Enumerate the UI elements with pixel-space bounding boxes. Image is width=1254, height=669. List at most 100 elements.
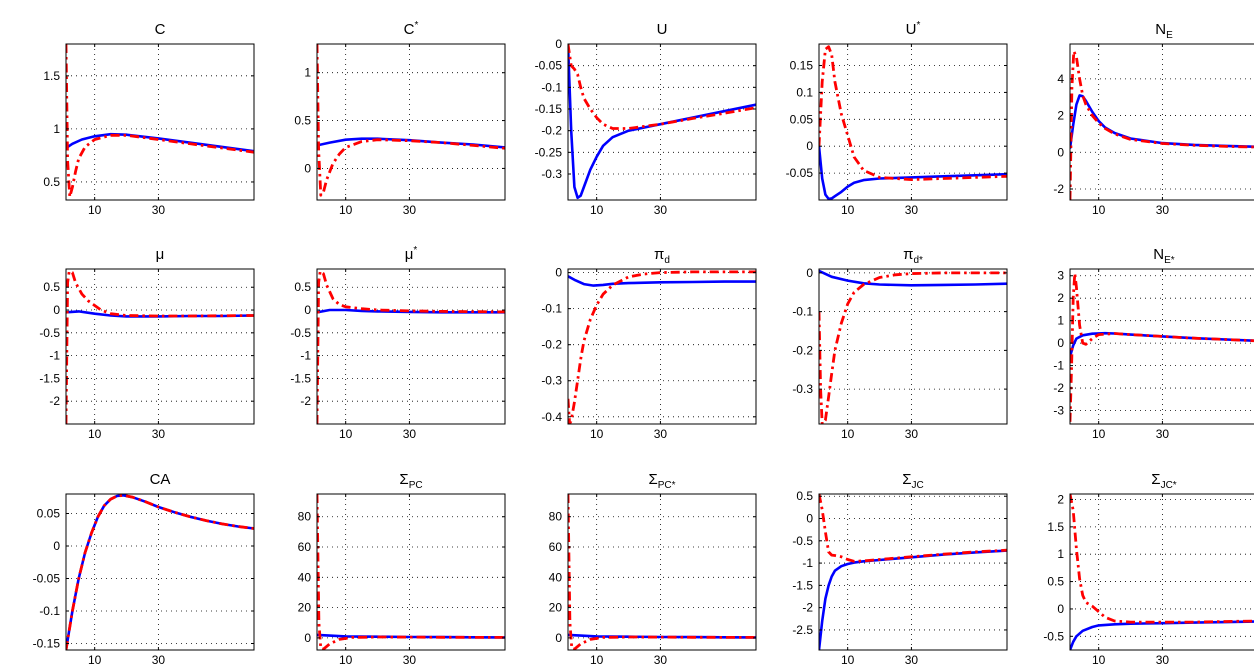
y-tick-label: 0.05 xyxy=(790,112,814,126)
subplot-title: μ xyxy=(156,246,165,263)
y-tick-label: 0 xyxy=(555,631,562,645)
y-tick-label: 4 xyxy=(1057,72,1064,86)
y-tick-label: -1.5 xyxy=(290,371,311,385)
plot-frame xyxy=(818,493,1008,651)
series-line-1 xyxy=(1070,620,1254,650)
y-tick-label: -2 xyxy=(1053,381,1064,395)
subplot-title: C* xyxy=(404,20,419,38)
y-tick-label: 0 xyxy=(1057,602,1064,616)
y-tick-label: -1 xyxy=(802,556,813,570)
y-tick-label: 2 xyxy=(1057,109,1064,123)
x-tick-label: 10 xyxy=(339,427,353,441)
x-tick-label: 30 xyxy=(403,653,417,667)
subplot-title: ΣPC xyxy=(399,471,422,491)
y-tick-label: -0.25 xyxy=(535,145,563,159)
y-tick-label: -0.5 xyxy=(1043,629,1064,643)
series-line-2 xyxy=(66,269,254,424)
x-tick-label: 10 xyxy=(590,427,604,441)
y-tick-label: 1.5 xyxy=(1047,520,1064,534)
subplot-11: 10 30 0.05 0 -0.05 -0.1 -0.15 CA xyxy=(33,471,255,667)
y-tick-label: 20 xyxy=(298,601,312,615)
y-tick-label: 0 xyxy=(304,161,311,175)
subplot-title: ΣJC* xyxy=(1151,471,1177,491)
y-tick-label: 0 xyxy=(555,266,562,280)
subplot-title: πd xyxy=(654,246,670,266)
y-tick-label: -0.3 xyxy=(541,374,562,388)
y-tick-label: 0.5 xyxy=(796,489,813,503)
series-line-2 xyxy=(66,44,254,199)
plot-frame xyxy=(818,43,1008,201)
y-tick-label: -0.1 xyxy=(541,80,562,94)
series-line-1 xyxy=(819,269,1007,287)
y-tick-label: 0 xyxy=(806,266,813,280)
y-tick-label: -0.1 xyxy=(792,305,813,319)
y-tick-label: 0.5 xyxy=(1047,575,1064,589)
series-line-1 xyxy=(568,633,756,639)
x-tick-label: 30 xyxy=(654,653,668,667)
plot-frame xyxy=(567,268,757,425)
series-line-2 xyxy=(1070,494,1254,624)
subplot-5: 10 30 -2 0 2 4 NE xyxy=(1053,21,1254,217)
x-tick-label: 10 xyxy=(88,653,102,667)
y-tick-label: 1 xyxy=(53,122,60,136)
subplot-title: NE* xyxy=(1153,246,1175,266)
y-tick-label: 1 xyxy=(304,66,311,80)
plot-frame xyxy=(567,493,757,651)
x-tick-label: 30 xyxy=(1156,203,1170,217)
series-line-2 xyxy=(819,45,1007,181)
plot-frame xyxy=(316,493,506,651)
series-line-2 xyxy=(819,494,1007,563)
y-tick-label: -0.3 xyxy=(541,167,562,181)
subplot-4: 10 30 0.15 0.1 0.05 0 -0.05 U* xyxy=(786,20,1008,217)
y-tick-label: 60 xyxy=(549,540,563,554)
y-tick-label: -2 xyxy=(300,394,311,408)
y-tick-label: 20 xyxy=(549,601,563,615)
series-line-2 xyxy=(66,494,254,650)
x-tick-label: 10 xyxy=(339,203,353,217)
series-line-1 xyxy=(66,132,254,153)
y-tick-label: 2 xyxy=(1057,291,1064,305)
y-tick-label: 0 xyxy=(1057,145,1064,159)
y-tick-label: -0.3 xyxy=(792,382,813,396)
x-tick-label: 30 xyxy=(654,203,668,217)
x-tick-label: 30 xyxy=(905,203,919,217)
subplot-6: 10 30 0.5 0 -0.5 -1 -1.5 -2 μ xyxy=(39,246,255,441)
y-tick-label: -2 xyxy=(1053,182,1064,196)
subplot-title: μ* xyxy=(405,245,418,263)
series-line-1 xyxy=(568,275,756,287)
subplot-title: ΣJC xyxy=(902,471,924,491)
y-tick-label: 3 xyxy=(1057,269,1064,283)
series-line-1 xyxy=(317,308,505,314)
subplot-9: 10 30 0 -0.1 -0.2 -0.3 πd* xyxy=(792,246,1008,441)
y-tick-label: -0.05 xyxy=(33,572,61,586)
y-tick-label: -1.5 xyxy=(39,371,60,385)
series-line-2 xyxy=(568,270,756,424)
plot-frame xyxy=(65,43,255,201)
y-tick-label: -0.2 xyxy=(541,338,562,352)
series-line-2 xyxy=(568,494,756,650)
y-tick-label: 1 xyxy=(1057,547,1064,561)
y-tick-label: 0 xyxy=(53,539,60,553)
series-line-1 xyxy=(317,633,505,639)
y-tick-label: 0 xyxy=(806,512,813,526)
y-tick-label: -0.05 xyxy=(786,166,814,180)
y-tick-label: -2 xyxy=(802,601,813,615)
x-tick-label: 10 xyxy=(88,427,102,441)
series-line-2 xyxy=(1070,272,1254,422)
y-tick-label: -0.2 xyxy=(541,124,562,138)
y-tick-label: 0 xyxy=(304,631,311,645)
x-tick-label: 30 xyxy=(1156,653,1170,667)
y-tick-label: 0 xyxy=(304,303,311,317)
subplot-title: C xyxy=(155,21,166,38)
y-tick-label: 80 xyxy=(298,510,312,524)
subplot-13: 10 30 80 60 40 20 0 ΣPC* xyxy=(549,471,757,667)
y-tick-label: 0.05 xyxy=(37,507,61,521)
y-tick-label: -0.15 xyxy=(33,637,61,651)
x-tick-label: 10 xyxy=(1092,427,1106,441)
plot-frame xyxy=(1069,43,1254,201)
series-line-2 xyxy=(819,271,1007,424)
subplot-title: πd* xyxy=(903,246,923,266)
plot-frame xyxy=(1069,268,1254,425)
subplot-title: U* xyxy=(906,20,921,38)
y-tick-label: -0.1 xyxy=(39,604,60,618)
